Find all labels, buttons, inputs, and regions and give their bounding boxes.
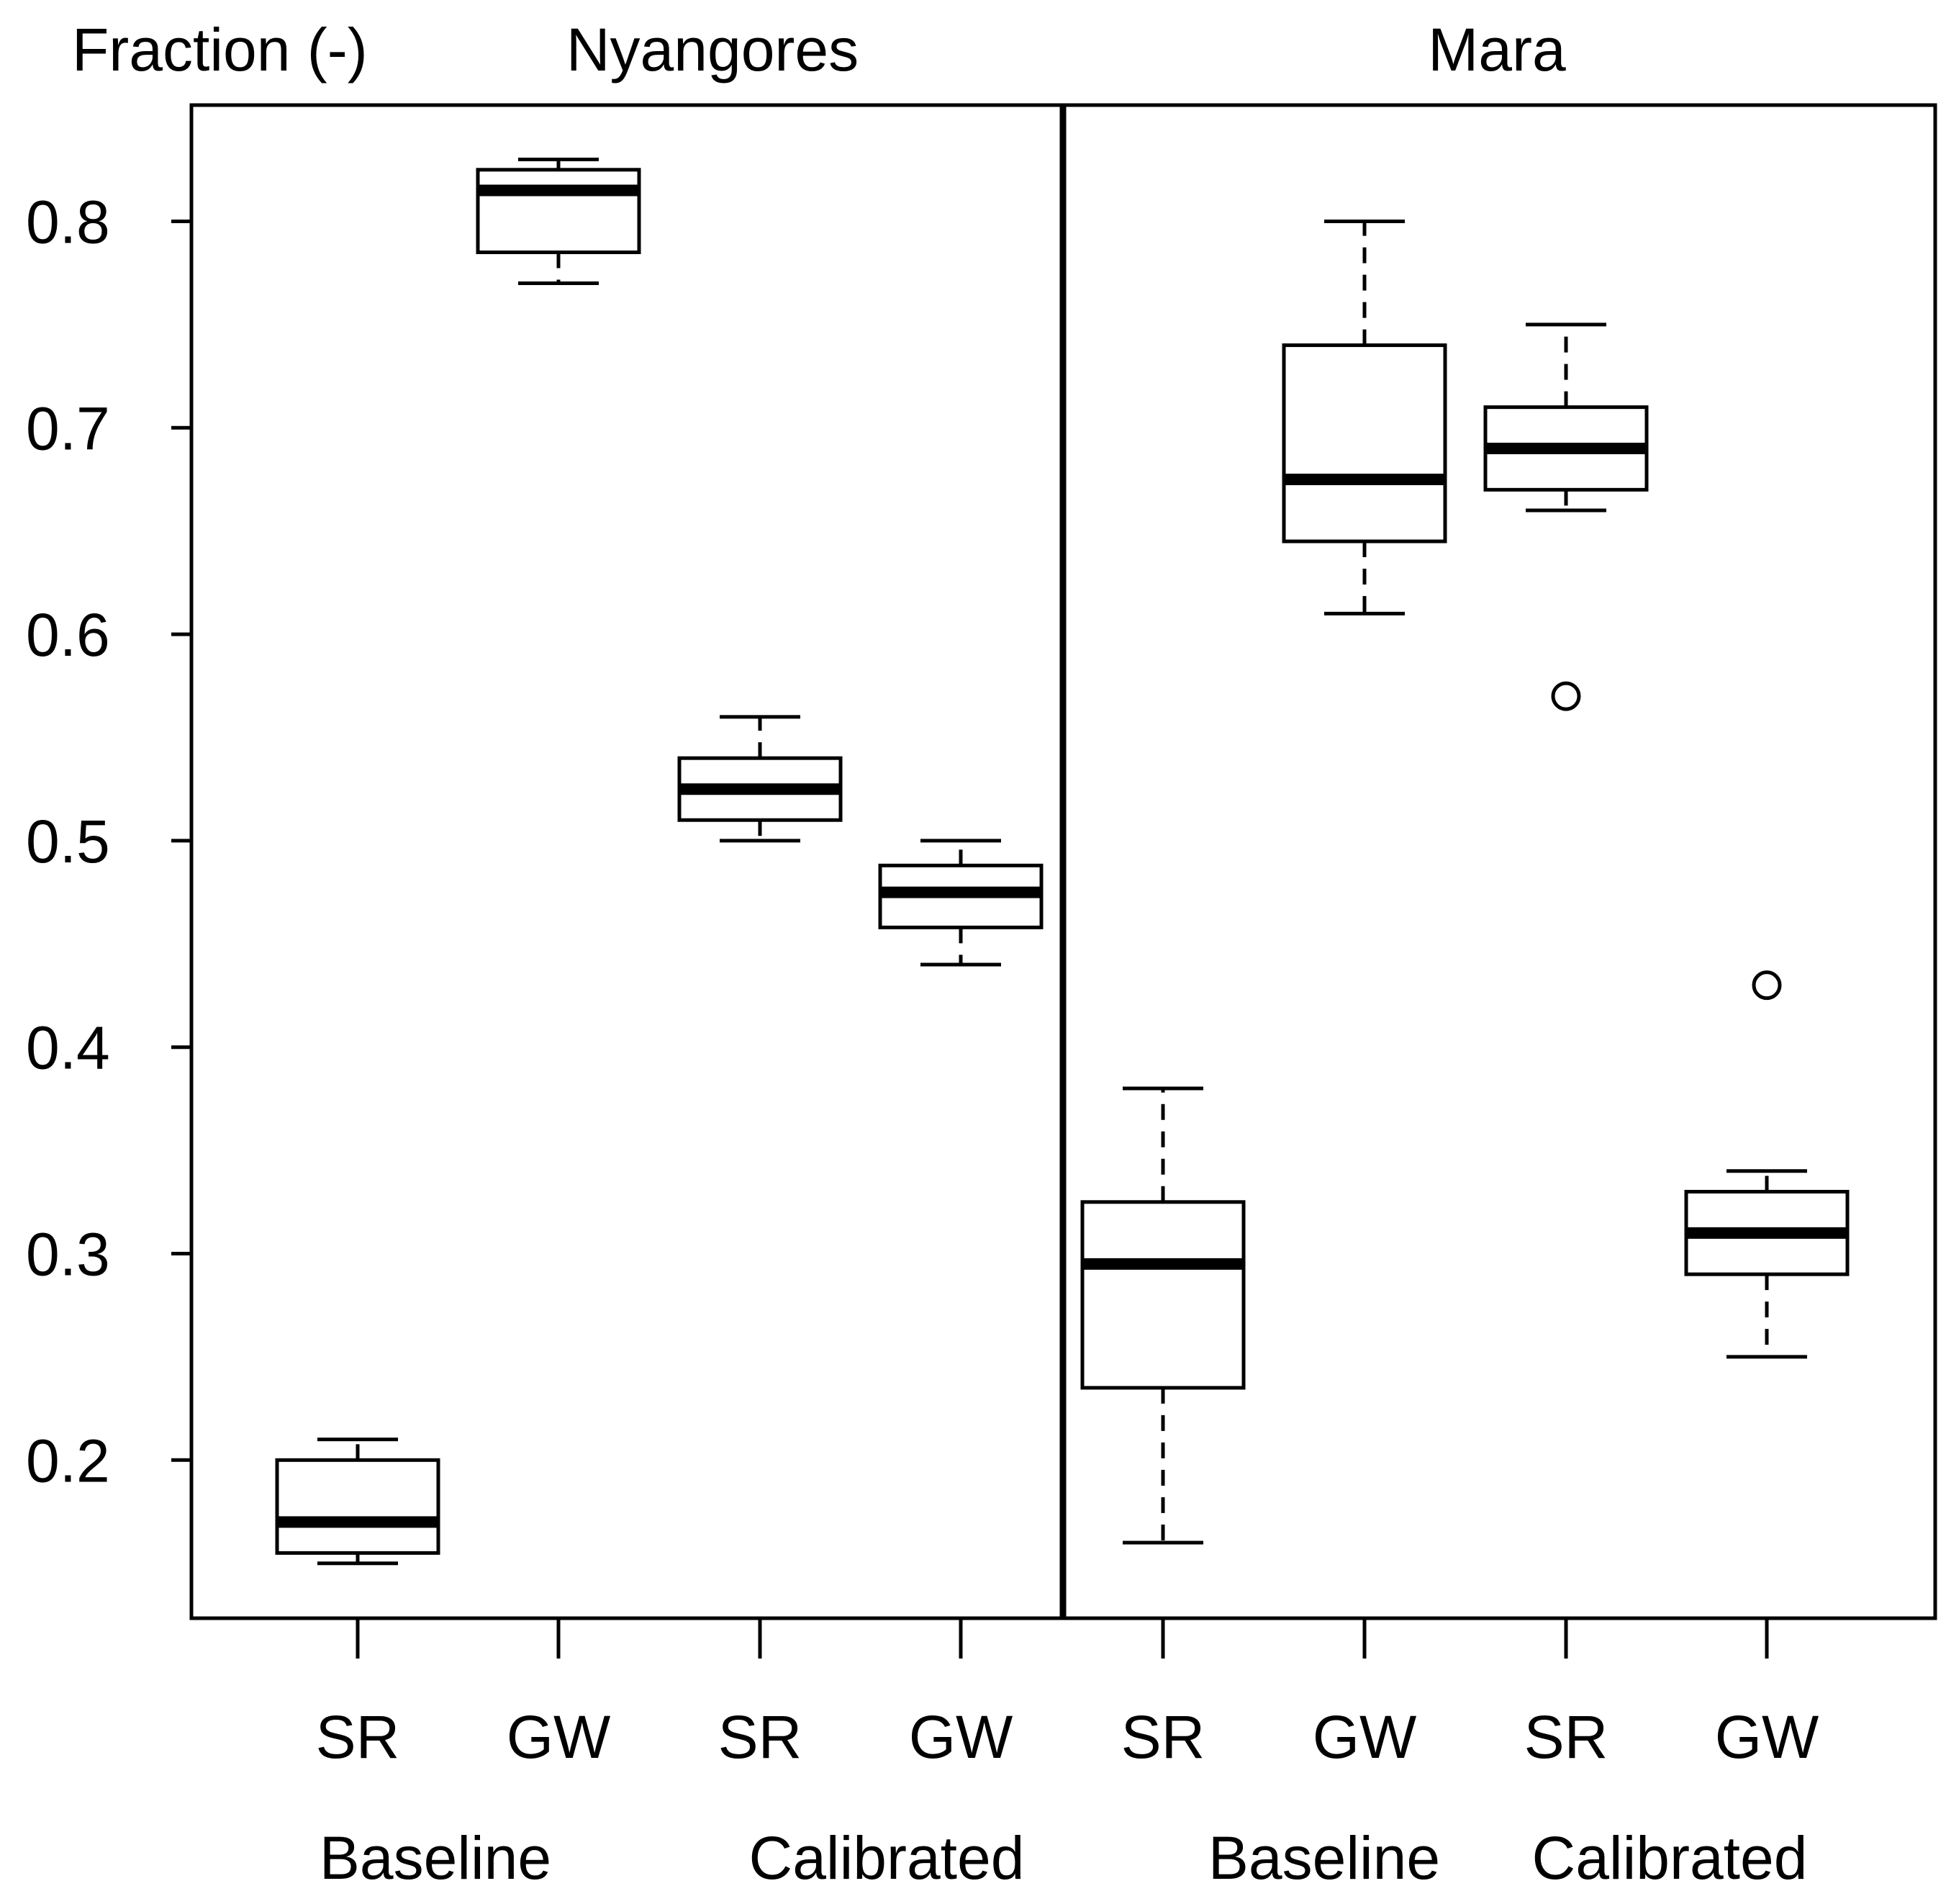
box-nyangores-baseline-gw <box>476 157 641 286</box>
group-label-nyangores-baseline: Baseline <box>320 1824 551 1892</box>
x-tick-label: SR <box>316 1703 400 1771</box>
x-tick-label: SR <box>718 1703 802 1771</box>
y-tick-label: 0.5 <box>26 808 110 875</box>
box-iqr <box>476 168 641 255</box>
y-tick-label: 0.3 <box>26 1221 110 1289</box>
x-tick-label: GW <box>909 1703 1013 1771</box>
x-tick-label: GW <box>507 1703 611 1771</box>
x-tick-label: GW <box>1313 1703 1417 1771</box>
box-mara-calibrated-gw <box>1684 970 1850 1359</box>
box-iqr <box>1080 1200 1246 1390</box>
x-axis: SR GW SR GW SR GW SR GW <box>316 1618 1819 1771</box>
group-label-nyangores-calibrated: Calibrated <box>749 1824 1025 1892</box>
box-mara-baseline-gw <box>1282 220 1447 615</box>
box-mara-calibrated-sr <box>1483 322 1649 711</box>
box-nyangores-calibrated-sr <box>677 715 843 843</box>
box-iqr <box>1282 343 1447 543</box>
y-axis: 0.2 0.3 0.4 0.5 0.6 0.7 0.8 <box>26 189 191 1494</box>
box-nyangores-baseline-sr <box>275 1438 440 1566</box>
box-mara-baseline-sr <box>1080 1086 1246 1545</box>
y-tick-label: 0.4 <box>26 1014 110 1082</box>
x-tick-label: GW <box>1715 1703 1819 1771</box>
y-tick-label: 0.2 <box>26 1427 110 1494</box>
outlier-point <box>1752 970 1782 1001</box>
y-tick-label: 0.7 <box>26 394 110 462</box>
outlier-point <box>1551 681 1581 711</box>
x-tick-label: SR <box>1121 1703 1205 1771</box>
y-tick-label: 0.8 <box>26 189 110 256</box>
panel-title-mara: Mara <box>1428 16 1566 84</box>
box-nyangores-calibrated-gw <box>878 839 1044 967</box>
group-label-mara-calibrated: Calibrated <box>1532 1824 1808 1892</box>
y-axis-label: Fraction (-) <box>72 16 368 84</box>
x-tick-label: SR <box>1524 1703 1608 1771</box>
box-marks <box>275 157 1850 1566</box>
panel-title-nyangores: Nyangores <box>566 16 859 84</box>
group-label-mara-baseline: Baseline <box>1208 1824 1440 1892</box>
box-iqr <box>275 1458 440 1555</box>
y-tick-label: 0.6 <box>26 601 110 669</box>
